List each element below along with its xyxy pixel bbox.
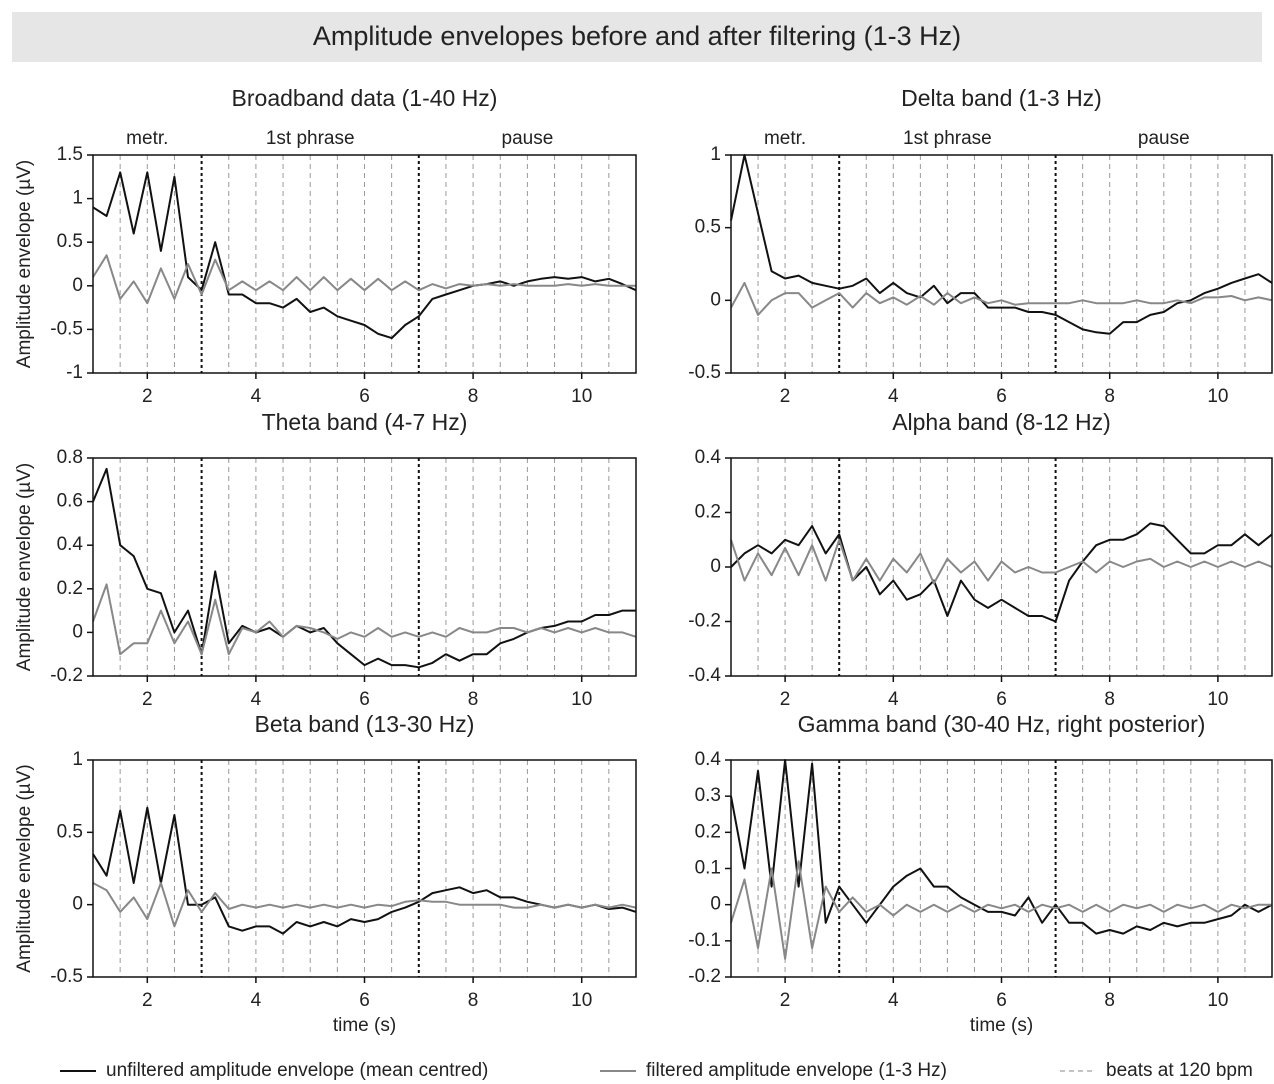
x-tick-label: 6 <box>996 689 1007 710</box>
series-line <box>730 538 1273 585</box>
x-tick-label: 2 <box>142 386 153 407</box>
x-tick-label: 10 <box>1207 689 1228 710</box>
y-tick-label: 0.1 <box>695 858 721 879</box>
series-line <box>92 467 636 669</box>
x-tick-label: 8 <box>468 689 479 710</box>
x-tick-label: 4 <box>888 386 899 407</box>
x-tick-label: 8 <box>1104 689 1115 710</box>
y-tick-label: 1 <box>72 188 83 209</box>
section-label: pause <box>502 128 554 149</box>
section-label: metr. <box>126 128 168 149</box>
x-tick-label: 10 <box>1207 990 1228 1011</box>
y-tick-label: -0.4 <box>688 665 721 686</box>
series-line <box>92 171 637 340</box>
y-tick-label: -0.5 <box>50 318 83 339</box>
series-line <box>92 882 637 928</box>
y-tick-label: 0.4 <box>57 534 84 555</box>
series-line <box>92 254 636 305</box>
y-tick-label: 1.5 <box>57 144 83 165</box>
series-line <box>92 583 637 656</box>
y-tick-label: 0.2 <box>695 502 721 523</box>
section-label: 1st phrase <box>903 128 992 149</box>
x-tick-label: 2 <box>780 689 791 710</box>
section-label: pause <box>1138 128 1190 149</box>
series-line <box>730 522 1273 623</box>
x-tick-label: 8 <box>1104 386 1115 407</box>
y-axis-label: Amplitude envelope (µV) <box>14 463 35 671</box>
y-tick-label: 0.5 <box>57 821 83 842</box>
y-tick-label: -0.1 <box>688 930 721 951</box>
x-tick-label: 8 <box>468 990 479 1011</box>
y-tick-label: 0.6 <box>57 491 83 512</box>
x-tick-label: 4 <box>251 689 262 710</box>
panel-title: Beta band (13-30 Hz) <box>255 711 475 737</box>
y-tick-label: -0.5 <box>50 966 83 987</box>
x-tick-label: 4 <box>888 689 899 710</box>
x-axis-label: time (s) <box>970 1015 1033 1036</box>
panel-title: Gamma band (30-40 Hz, right posterior) <box>798 711 1206 737</box>
panel-title: Alpha band (8-12 Hz) <box>892 409 1111 435</box>
x-tick-label: 6 <box>996 386 1007 407</box>
x-tick-label: 6 <box>359 386 370 407</box>
y-tick-label: 0.2 <box>57 578 83 599</box>
x-tick-label: 4 <box>888 990 899 1011</box>
y-tick-label: 0 <box>710 289 721 310</box>
y-tick-label: -1 <box>66 362 83 383</box>
y-tick-label: 1 <box>710 144 721 165</box>
y-tick-label: -0.2 <box>688 611 721 632</box>
header-band <box>12 12 1262 62</box>
legend-label: beats at 120 bpm <box>1106 1060 1253 1081</box>
series-line <box>730 281 1273 316</box>
x-tick-label: 6 <box>996 990 1007 1011</box>
panel-title: Delta band (1-3 Hz) <box>901 85 1102 111</box>
y-tick-label: 0 <box>72 894 83 915</box>
series-line <box>730 759 1273 935</box>
panel-title: Broadband data (1-40 Hz) <box>232 85 498 111</box>
x-tick-label: 10 <box>1207 386 1228 407</box>
y-tick-label: 0.5 <box>57 231 83 252</box>
section-label: metr. <box>764 128 806 149</box>
y-tick-label: 0.8 <box>57 447 83 468</box>
x-tick-label: 2 <box>780 990 791 1011</box>
y-tick-label: 0.4 <box>695 749 722 770</box>
x-tick-label: 4 <box>251 386 262 407</box>
x-tick-label: 4 <box>251 990 262 1011</box>
y-tick-label: 0 <box>710 894 721 915</box>
y-axis-label: Amplitude envelope (µV) <box>14 160 35 368</box>
y-tick-label: 0.4 <box>695 447 722 468</box>
panel-title: Theta band (4-7 Hz) <box>262 409 468 435</box>
x-tick-label: 10 <box>571 689 592 710</box>
x-tick-label: 8 <box>468 386 479 407</box>
y-tick-label: 0.2 <box>695 821 721 842</box>
y-tick-label: -0.2 <box>688 966 721 987</box>
x-tick-label: 2 <box>142 990 153 1011</box>
series-line <box>730 860 1272 960</box>
y-tick-label: 0.3 <box>695 785 721 806</box>
y-tick-label: -0.5 <box>688 362 721 383</box>
legend-label: unfiltered amplitude envelope (mean cent… <box>106 1060 488 1081</box>
y-tick-label: 0 <box>72 275 83 296</box>
y-axis-label: Amplitude envelope (µV) <box>14 764 35 972</box>
y-tick-label: 1 <box>72 749 83 770</box>
x-tick-label: 6 <box>359 990 370 1011</box>
x-tick-label: 2 <box>780 386 791 407</box>
figure-title: Amplitude envelopes before and after fil… <box>313 21 961 51</box>
x-tick-label: 8 <box>1104 990 1115 1011</box>
x-tick-label: 2 <box>142 689 153 710</box>
section-label: 1st phrase <box>266 128 355 149</box>
x-tick-label: 6 <box>359 689 370 710</box>
x-tick-label: 10 <box>571 386 592 407</box>
x-tick-label: 10 <box>571 990 592 1011</box>
legend-label: filtered amplitude envelope (1-3 Hz) <box>646 1060 947 1081</box>
y-tick-label: 0 <box>72 621 83 642</box>
y-tick-label: -0.2 <box>50 665 83 686</box>
x-axis-label: time (s) <box>333 1015 396 1036</box>
y-tick-label: 0.5 <box>695 217 721 238</box>
y-tick-label: 0 <box>710 556 721 577</box>
